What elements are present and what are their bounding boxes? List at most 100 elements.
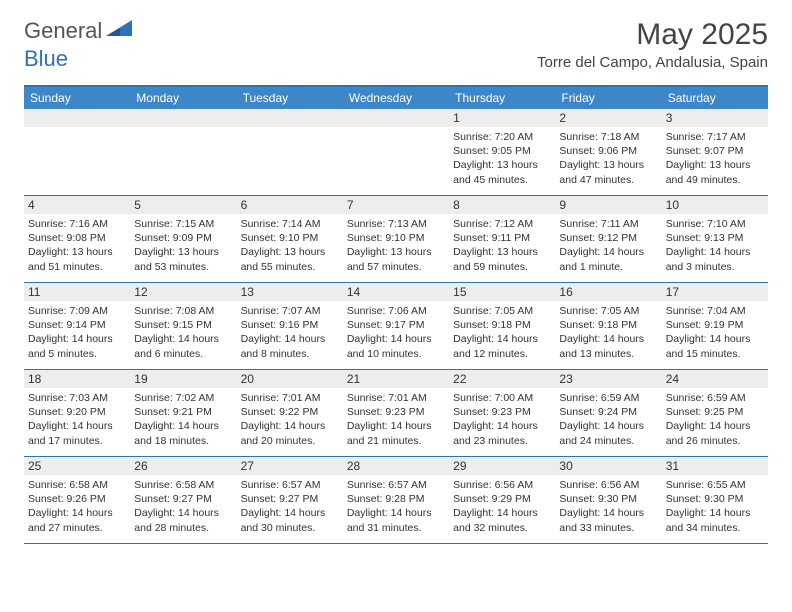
day-number: 25 (24, 457, 130, 475)
cell-daylight1: Daylight: 13 hours (134, 245, 232, 259)
cell-daylight1: Daylight: 14 hours (134, 419, 232, 433)
cell-daylight1: Daylight: 14 hours (347, 506, 445, 520)
cell-daylight1: Daylight: 14 hours (666, 332, 764, 346)
logo-triangle-icon (106, 20, 132, 43)
cell-daylight1: Daylight: 14 hours (347, 419, 445, 433)
day-number: 20 (237, 370, 343, 388)
day-number: 5 (130, 196, 236, 214)
calendar-cell: 14Sunrise: 7:06 AMSunset: 9:17 PMDayligh… (343, 283, 449, 369)
cell-daylight2: and 59 minutes. (453, 260, 551, 274)
cell-sunrise: Sunrise: 7:18 AM (559, 130, 657, 144)
day-number: 18 (24, 370, 130, 388)
calendar-cell: 20 Sunrise: 7:01 AMSunset: 9:22 PMDayligh… (237, 370, 343, 456)
month-title: May 2025 (537, 18, 768, 52)
day-number: 2 (555, 109, 661, 127)
cell-daylight2: and 47 minutes. (559, 173, 657, 187)
day-header-row: Sunday Monday Tuesday Wednesday Thursday… (24, 87, 768, 109)
day-number: 27 (237, 457, 343, 475)
cell-sunrise: Sunrise: 6:55 AM (666, 478, 764, 492)
dayhead-tue: Tuesday (237, 87, 343, 109)
calendar: Sunday Monday Tuesday Wednesday Thursday… (24, 85, 768, 544)
cell-daylight2: and 26 minutes. (666, 434, 764, 448)
calendar-cell: 15Sunrise: 7:05 AMSunset: 9:18 PMDayligh… (449, 283, 555, 369)
cell-daylight1: Daylight: 14 hours (666, 506, 764, 520)
cell-sunrise: Sunrise: 7:17 AM (666, 130, 764, 144)
day-number: 9 (555, 196, 661, 214)
cell-daylight2: and 45 minutes. (453, 173, 551, 187)
dayhead-mon: Monday (130, 87, 236, 109)
cell-sunset: Sunset: 9:22 PM (241, 405, 339, 419)
cell-sunset: Sunset: 9:06 PM (559, 144, 657, 158)
calendar-cell: 19Sunrise: 7:02 AMSunset: 9:21 PMDayligh… (130, 370, 236, 456)
cell-daylight1: Daylight: 14 hours (28, 419, 126, 433)
cell-sunrise: Sunrise: 7:15 AM (134, 217, 232, 231)
calendar-cell: 22Sunrise: 7:00 AMSunset: 9:23 PMDayligh… (449, 370, 555, 456)
day-number (237, 109, 343, 127)
cell-daylight2: and 21 minutes. (347, 434, 445, 448)
calendar-cell: 7Sunrise: 7:13 AMSunset: 9:10 PMDaylight… (343, 196, 449, 282)
cell-sunrise: Sunrise: 6:59 AM (559, 391, 657, 405)
cell-daylight1: Daylight: 14 hours (241, 506, 339, 520)
cell-daylight2: and 3 minutes. (666, 260, 764, 274)
cell-sunrise: Sunrise: 7:04 AM (666, 304, 764, 318)
cell-daylight2: and 15 minutes. (666, 347, 764, 361)
dayhead-thu: Thursday (449, 87, 555, 109)
calendar-cell: 25Sunrise: 6:58 AMSunset: 9:26 PMDayligh… (24, 457, 130, 543)
day-number: 4 (24, 196, 130, 214)
day-number: 11 (24, 283, 130, 301)
calendar-cell: 24Sunrise: 6:59 AMSunset: 9:25 PMDayligh… (662, 370, 768, 456)
cell-sunrise: Sunrise: 7:01 AM (241, 391, 339, 405)
cell-sunrise: Sunrise: 7:06 AM (347, 304, 445, 318)
logo: General (24, 18, 134, 44)
cell-sunset: Sunset: 9:12 PM (559, 231, 657, 245)
cell-daylight2: and 49 minutes. (666, 173, 764, 187)
cell-sunrise: Sunrise: 7:20 AM (453, 130, 551, 144)
cell-daylight1: Daylight: 14 hours (347, 332, 445, 346)
cell-sunrise: Sunrise: 6:57 AM (347, 478, 445, 492)
cell-sunset: Sunset: 9:14 PM (28, 318, 126, 332)
day-number: 15 (449, 283, 555, 301)
cell-daylight2: and 53 minutes. (134, 260, 232, 274)
cell-daylight2: and 55 minutes. (241, 260, 339, 274)
day-number: 8 (449, 196, 555, 214)
cell-sunset: Sunset: 9:11 PM (453, 231, 551, 245)
cell-sunset: Sunset: 9:30 PM (666, 492, 764, 506)
cell-daylight2: and 31 minutes. (347, 521, 445, 535)
cell-daylight1: Daylight: 14 hours (28, 332, 126, 346)
cell-daylight1: Daylight: 14 hours (28, 506, 126, 520)
dayhead-sun: Sunday (24, 87, 130, 109)
calendar-cell: 3Sunrise: 7:17 AMSunset: 9:07 PMDaylight… (662, 109, 768, 195)
cell-sunrise: Sunrise: 6:59 AM (666, 391, 764, 405)
cell-sunrise: Sunrise: 7:05 AM (559, 304, 657, 318)
cell-daylight1: Daylight: 14 hours (666, 245, 764, 259)
cell-daylight1: Daylight: 14 hours (666, 419, 764, 433)
week-row: 11Sunrise: 7:09 AMSunset: 9:14 PMDayligh… (24, 283, 768, 370)
cell-daylight2: and 30 minutes. (241, 521, 339, 535)
day-number: 28 (343, 457, 449, 475)
day-number: 7 (343, 196, 449, 214)
cell-daylight2: and 24 minutes. (559, 434, 657, 448)
cell-sunrise: Sunrise: 7:08 AM (134, 304, 232, 318)
calendar-cell: 11Sunrise: 7:09 AMSunset: 9:14 PMDayligh… (24, 283, 130, 369)
calendar-cell (130, 109, 236, 195)
cell-sunset: Sunset: 9:27 PM (241, 492, 339, 506)
cell-sunrise: Sunrise: 7:00 AM (453, 391, 551, 405)
calendar-cell: 16Sunrise: 7:05 AMSunset: 9:18 PMDayligh… (555, 283, 661, 369)
cell-daylight1: Daylight: 14 hours (241, 419, 339, 433)
day-number: 17 (662, 283, 768, 301)
cell-sunrise: Sunrise: 7:11 AM (559, 217, 657, 231)
cell-sunset: Sunset: 9:19 PM (666, 318, 764, 332)
cell-daylight2: and 23 minutes. (453, 434, 551, 448)
cell-sunset: Sunset: 9:10 PM (347, 231, 445, 245)
calendar-cell: 2Sunrise: 7:18 AMSunset: 9:06 PMDaylight… (555, 109, 661, 195)
dayhead-fri: Friday (555, 87, 661, 109)
dayhead-sat: Saturday (662, 87, 768, 109)
cell-daylight1: Daylight: 14 hours (241, 332, 339, 346)
day-number: 22 (449, 370, 555, 388)
day-number: 23 (555, 370, 661, 388)
calendar-cell: 27Sunrise: 6:57 AMSunset: 9:27 PMDayligh… (237, 457, 343, 543)
day-number: 26 (130, 457, 236, 475)
cell-sunset: Sunset: 9:16 PM (241, 318, 339, 332)
cell-sunset: Sunset: 9:13 PM (666, 231, 764, 245)
cell-daylight2: and 33 minutes. (559, 521, 657, 535)
